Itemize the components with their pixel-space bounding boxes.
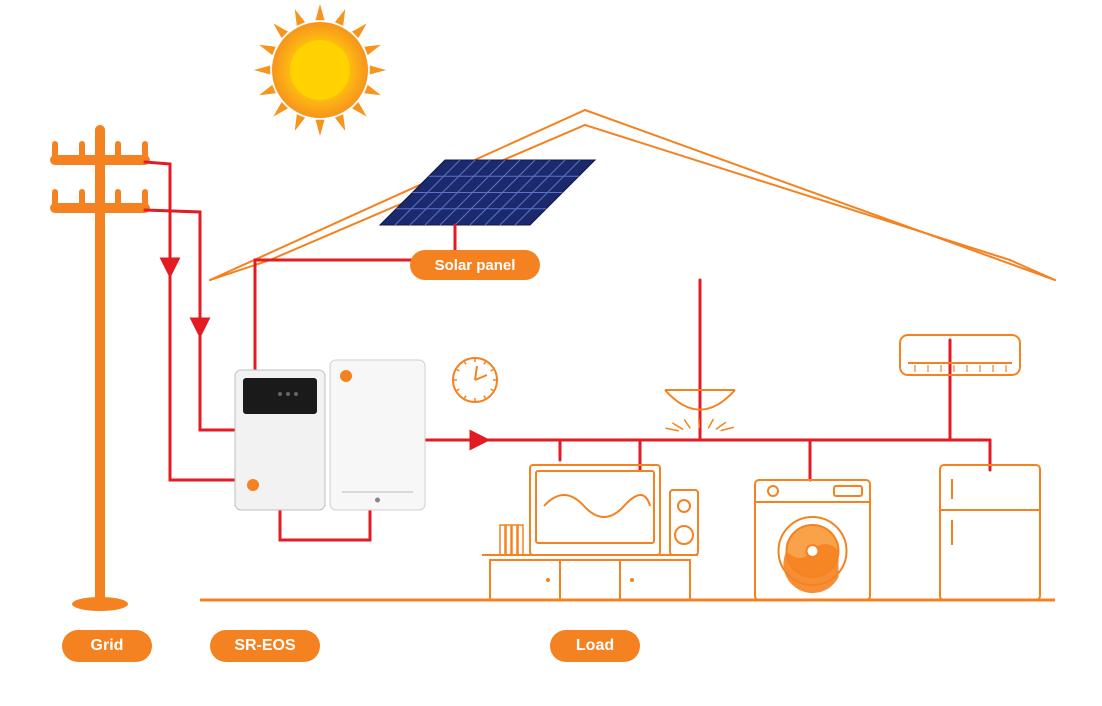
books-icon	[500, 525, 523, 555]
tv-icon	[530, 465, 660, 555]
ac-unit-icon	[900, 335, 1020, 375]
sun-icon	[254, 4, 386, 136]
clock-icon	[453, 358, 497, 402]
label-solar-panel: Solar panel	[410, 250, 540, 280]
grid-pole-icon	[55, 130, 145, 611]
house-roof	[210, 110, 1055, 280]
solar-panel-icon	[380, 160, 595, 225]
battery-icon	[330, 360, 425, 510]
tv-stand-icon	[482, 555, 698, 600]
diagram-canvas	[0, 0, 1102, 706]
label-grid: Grid	[62, 630, 152, 662]
label-sr-eos: SR-EOS	[210, 630, 320, 662]
inverter-icon	[235, 370, 325, 510]
speaker-icon	[670, 490, 698, 555]
fridge-icon	[940, 465, 1040, 600]
label-load: Load	[550, 630, 640, 662]
washer-icon	[755, 480, 870, 600]
solar-system-diagram: Grid SR-EOS Load Solar panel	[0, 0, 1102, 706]
